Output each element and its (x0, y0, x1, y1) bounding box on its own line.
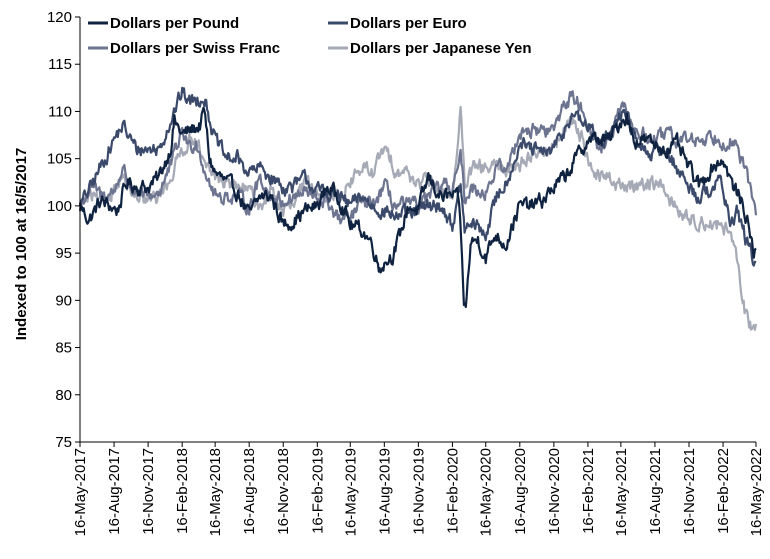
x-tick-label: 16-Feb-2020 (444, 448, 461, 534)
x-tick-label: 16-May-2019 (342, 448, 359, 536)
x-tick-label: 16-Feb-2021 (580, 448, 597, 534)
legend-label-0: Dollars per Pound (110, 15, 239, 32)
x-tick-label: 16-Nov-2018 (275, 448, 292, 535)
x-tick-label: 16-Nov-2017 (140, 448, 157, 535)
x-tick-label: 16-May-2018 (207, 448, 224, 536)
y-tick-label: 75 (55, 434, 72, 451)
x-tick-label: 16-Nov-2020 (546, 448, 563, 535)
y-tick-label: 120 (47, 9, 72, 26)
series-line-0 (78, 106, 757, 309)
legend-label-2: Dollars per Swiss Franc (110, 40, 280, 57)
y-axis: 75 80 85 90 95 100 105 110 115 120 (47, 9, 81, 451)
y-tick-label: 110 (48, 103, 72, 120)
legend: Dollars per Pound Dollars per Euro Dollars… (88, 15, 532, 57)
legend-label-3: Dollars per Japanese Yen (350, 40, 532, 57)
y-tick-label: 115 (48, 56, 72, 73)
y-tick-label: 90 (55, 292, 72, 309)
y-tick-label: 85 (55, 340, 72, 357)
y-tick-label: 95 (55, 245, 72, 262)
plot-lines (78, 86, 758, 331)
x-tick-label: 16-Aug-2021 (647, 448, 664, 535)
series-line-1 (78, 86, 757, 267)
y-axis-title: Indexed to 100 at 16/5/2017 (13, 148, 30, 341)
x-tick-label: 16-May-2021 (613, 448, 630, 536)
y-tick-label: 80 (55, 387, 72, 404)
series-line-3 (78, 105, 758, 331)
legend-label-1: Dollars per Euro (350, 15, 467, 32)
x-tick-label: 16-Feb-2022 (715, 448, 732, 534)
x-tick-label: 16-Feb-2018 (174, 448, 191, 534)
x-tick-label: 16-Aug-2020 (512, 448, 529, 535)
x-tick-label: 16-Nov-2021 (681, 448, 698, 535)
y-tick-label: 105 (47, 151, 72, 168)
x-tick-label: 16-Feb-2019 (309, 448, 326, 534)
x-tick-label: 16-May-2017 (72, 448, 89, 536)
x-tick-label: 16-May-2020 (478, 448, 495, 536)
y-tick-label: 100 (47, 198, 72, 215)
x-tick-label: 16-Aug-2017 (106, 448, 123, 535)
x-axis: 16-May-2017 16-Aug-2017 16-Nov-2017 16-Feb-… (72, 441, 765, 536)
x-tick-label: 16-Aug-2018 (241, 448, 258, 535)
x-tick-label: 16-Aug-2019 (376, 448, 393, 535)
x-tick-label: 16-May-2022 (748, 448, 765, 536)
x-tick-label: 16-Nov-2019 (410, 448, 427, 535)
series-line-2 (79, 90, 758, 225)
